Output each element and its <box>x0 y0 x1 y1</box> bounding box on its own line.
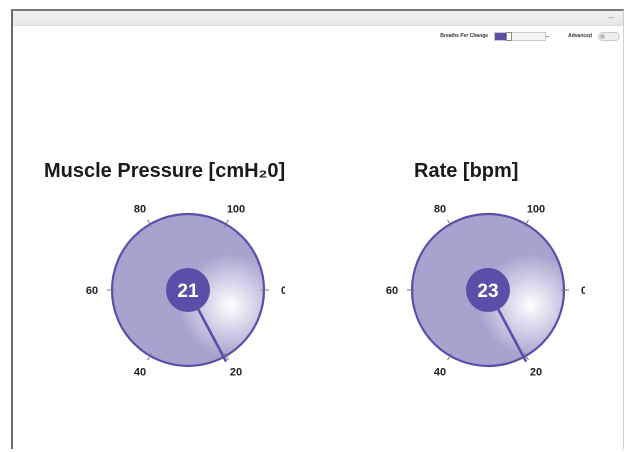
gauge-tick-label: 80 <box>134 204 146 216</box>
gauge-tick <box>147 219 152 228</box>
gauge-center <box>166 268 210 312</box>
breaths-per-change-label: Breaths Per Change <box>440 33 489 39</box>
gauge-value: 21 <box>177 281 199 302</box>
toggle-knob <box>600 33 605 39</box>
gauge-tick <box>224 352 229 361</box>
gauge-title-rate: Rate [bpm] <box>414 160 519 182</box>
gauge-title-muscle-pressure: Muscle Pressure [cmH₂0] <box>44 160 286 182</box>
gauge-tick-label: 0 <box>281 285 285 297</box>
gauge-tick <box>224 219 229 228</box>
advanced-label: Advanced <box>568 33 592 39</box>
gauge-svg: 0 20 40 60 80 100 21 <box>86 204 285 379</box>
gauge-tick-label: 20 <box>230 366 242 378</box>
gauge-tick-label: 60 <box>386 285 398 297</box>
slider-end-mark <box>546 35 550 37</box>
gauge-tick <box>147 352 152 361</box>
gauge-value: 23 <box>477 281 498 302</box>
gauge-tick-label: 80 <box>434 204 446 216</box>
gauge-tick-label: 40 <box>434 366 446 378</box>
slider-fill <box>495 32 508 40</box>
gauge-tick-label: 100 <box>527 204 545 216</box>
gauge-tick-label: 0 <box>581 285 585 297</box>
control-bar: Breaths Per Change Advanced <box>440 29 620 43</box>
gauge-tick-label: 60 <box>86 285 98 297</box>
rate-gauge[interactable]: 0 20 40 60 80 100 23 <box>355 195 585 400</box>
slider-thumb[interactable] <box>506 31 513 41</box>
minimize-icon[interactable]: – <box>608 12 614 22</box>
gauge-tick <box>524 352 529 361</box>
gauge-tick-label: 100 <box>227 204 245 216</box>
gauge-tick-label: 40 <box>134 366 146 378</box>
breaths-per-change-slider[interactable] <box>494 31 550 41</box>
gauge-tick <box>524 219 529 228</box>
gauge-center <box>466 268 510 312</box>
gauge-tick <box>447 219 452 228</box>
muscle-pressure-gauge[interactable]: 0 20 40 60 80 100 21 <box>55 195 285 400</box>
gauge-tick-label: 20 <box>530 366 542 378</box>
gauge-tick <box>447 352 452 361</box>
gauge-svg: 0 20 40 60 80 100 23 <box>386 204 585 379</box>
advanced-toggle[interactable] <box>598 31 620 41</box>
title-bar: – <box>13 11 623 26</box>
